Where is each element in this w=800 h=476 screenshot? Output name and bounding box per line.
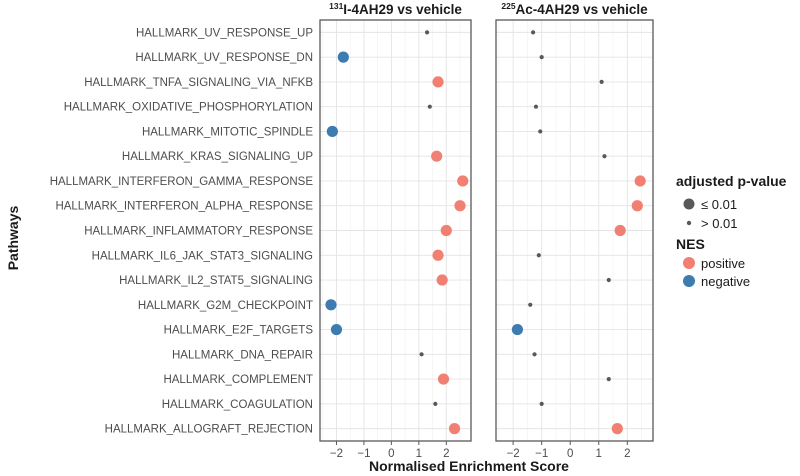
data-point (432, 249, 444, 261)
data-point (326, 125, 338, 138)
data-point (419, 352, 424, 357)
data-point (511, 323, 524, 336)
panel-title-isotope: 131 (329, 1, 343, 11)
pathway-label: HALLMARK_COAGULATION (162, 399, 313, 411)
data-point (606, 376, 611, 382)
pathway-label: HALLMARK_G2M_CHECKPOINT (138, 300, 313, 312)
panels: −2 −1 0 1 2 131I-4AH29 vs vehicle −2 −1 0 1 2 225Ac… (319, 1, 654, 460)
x-tick-label: −2 (330, 448, 343, 460)
data-point (433, 401, 438, 406)
pathway-label: HALLMARK_MITOTIC_SPINDLE (142, 126, 313, 138)
data-point (634, 175, 646, 187)
data-point (631, 200, 643, 212)
data-point (533, 104, 539, 109)
legend-negative-marker (683, 275, 695, 287)
data-point (602, 154, 607, 159)
data-point (448, 423, 461, 435)
legend-positive-label: positive (701, 256, 745, 271)
pathway-label: HALLMARK_TNFA_SIGNALING_VIA_NFKB (84, 77, 313, 89)
panel-title-isotope: 225 (501, 1, 515, 11)
data-point (531, 30, 536, 35)
legend-negative-label: negative (701, 274, 750, 289)
pathway-label: HALLMARK_INTERFERON_ALPHA_RESPONSE (55, 201, 313, 213)
data-point (437, 373, 450, 385)
pathway-label: HALLMARK_ALLOGRAFT_REJECTION (105, 424, 313, 436)
panel-title-text: Ac-4AH29 vs vehicle (516, 2, 649, 17)
panel-frame (495, 19, 654, 442)
legend-title-pvalue: adjusted p-value (676, 173, 787, 189)
panel-frame (319, 19, 472, 442)
pathway-label: HALLMARK_COMPLEMENT (163, 374, 313, 386)
pathway-label: HALLMARK_UV_RESPONSE_UP (136, 27, 313, 39)
x-tick-label: 0 (567, 448, 573, 460)
legend-size-large-label: ≤ 0.01 (701, 197, 737, 212)
data-point (599, 79, 604, 85)
data-point (325, 299, 337, 311)
data-point (424, 30, 430, 35)
data-point (528, 302, 533, 307)
pathway-label: HALLMARK_DNA_REPAIR (172, 349, 313, 361)
legend-positive-marker (683, 257, 695, 269)
x-tick-label: −1 (357, 448, 370, 460)
data-point (457, 175, 469, 187)
legend-size-small-marker (686, 220, 692, 226)
pathway-label: HALLMARK_UV_RESPONSE_DN (135, 52, 313, 64)
data-point (614, 224, 626, 237)
panel-title-text: I-4AH29 vs vehicle (343, 2, 462, 17)
data-point (440, 224, 452, 237)
pathway-label: HALLMARK_IL6_JAK_STAT3_SIGNALING (92, 250, 313, 262)
pathway-label: HALLMARK_INFLAMMATORY_RESPONSE (84, 226, 313, 238)
y-axis-title: Pathways (5, 205, 21, 270)
legend-title-nes: NES (676, 236, 705, 252)
x-tick-label: −1 (535, 448, 548, 460)
x-axis-title: Normalised Enrichment Score (369, 458, 569, 474)
pathway-label: HALLMARK_KRAS_SIGNALING_UP (122, 151, 313, 163)
x-tick-label: 1 (416, 448, 422, 460)
pathway-label: HALLMARK_IL2_STAT5_SIGNALING (119, 275, 313, 287)
legend-size-small-label: > 0.01 (701, 216, 738, 231)
data-point (432, 76, 444, 88)
x-tick-label: 2 (624, 448, 630, 460)
pathway-label: HALLMARK_OXIDATIVE_PHOSPHORYLATION (64, 102, 313, 114)
x-tick-label: 0 (388, 448, 394, 460)
data-point (431, 150, 443, 162)
data-point (427, 104, 432, 109)
pathway-label: HALLMARK_E2F_TARGETS (164, 325, 314, 337)
panel-title: 225Ac-4AH29 vs vehicle (501, 1, 648, 17)
data-point (532, 352, 537, 357)
data-point (330, 323, 343, 336)
data-point (539, 55, 544, 60)
data-point (611, 423, 623, 435)
pathway-label: HALLMARK_INTERFERON_GAMMA_RESPONSE (50, 176, 314, 188)
data-point (337, 51, 349, 63)
data-point (606, 277, 611, 283)
x-tick-label: −2 (507, 448, 520, 460)
data-point (538, 129, 543, 134)
x-tick-label: 1 (596, 448, 602, 460)
pathway-labels: HALLMARK_UV_RESPONSE_UP HALLMARK_UV_RESPO… (50, 27, 314, 435)
panel-1: −2 −1 0 1 2 131I-4AH29 vs vehicle (319, 1, 472, 460)
panel-2: −2 −1 0 1 2 225Ac-4AH29 vs vehicle (495, 1, 654, 460)
data-point (436, 274, 448, 286)
x-tick-label: 2 (443, 448, 449, 460)
legend: adjusted p-value ≤ 0.01 > 0.01 NES posit… (676, 173, 787, 289)
data-point (536, 253, 541, 258)
legend-size-large-marker (683, 198, 695, 210)
panel-title: 131I-4AH29 vs vehicle (329, 1, 462, 17)
data-point (454, 200, 466, 212)
data-point (539, 401, 544, 406)
